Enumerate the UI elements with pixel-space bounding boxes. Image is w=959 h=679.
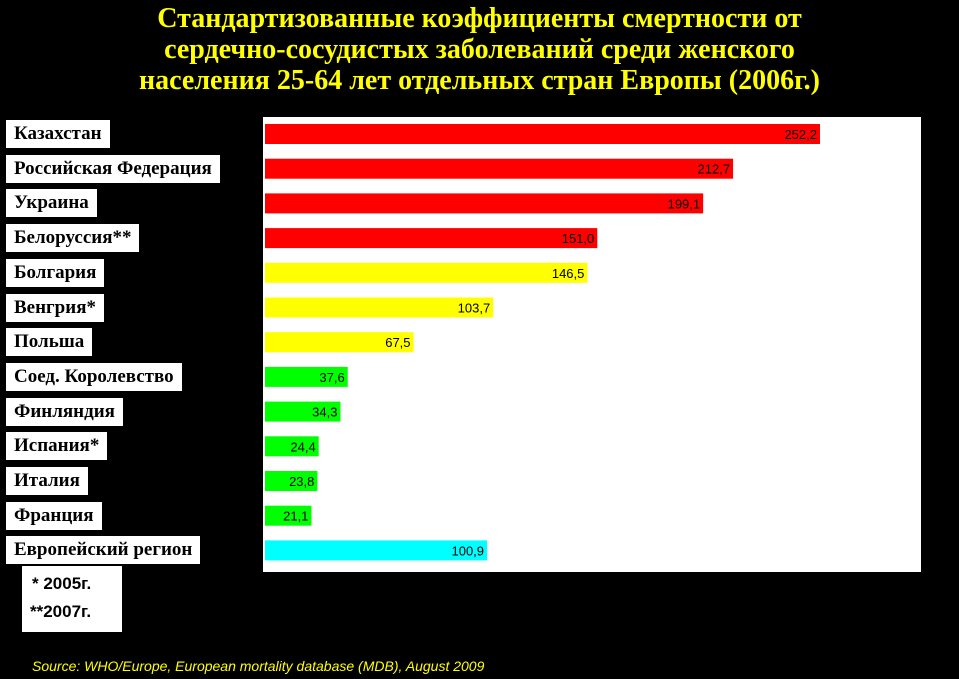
footnotes-box: * 2005г. **2007г. xyxy=(22,566,122,632)
source-note: Source: WHO/Europe, European mortality d… xyxy=(32,658,485,674)
bar-11 xyxy=(265,505,312,526)
category-label-0: Казахстан xyxy=(6,120,110,148)
bar-8 xyxy=(265,401,341,422)
bar-12 xyxy=(265,540,488,561)
category-label-6: Польша xyxy=(6,328,93,357)
category-label-3: Белоруссия** xyxy=(6,224,140,253)
data-label-3: 151,0 xyxy=(562,231,595,246)
title-line-3: населения 25-64 лет отдельных стран Евро… xyxy=(138,65,820,96)
bar-1 xyxy=(265,158,734,179)
category-label-1: Российская Федерация xyxy=(6,154,220,183)
bar-chart: 252,2 212,7 199,1 151,0 146,5 103,7 67,5 37,6 34… xyxy=(265,124,820,561)
category-label-10: Италия xyxy=(6,467,88,495)
category-label-5: Венгрия* xyxy=(6,293,104,322)
category-label-9: Испания* xyxy=(6,432,108,461)
bar-4 xyxy=(265,262,588,283)
plot-area: 252,2 212,7 199,1 151,0 146,5 103,7 67,5 37,6 34… xyxy=(263,117,921,572)
bar-2 xyxy=(265,193,704,214)
data-label-7: 37,6 xyxy=(319,370,344,385)
footnote-2007: **2007г. xyxy=(30,602,92,621)
category-label-12: Европейский регион xyxy=(6,536,201,565)
data-label-11: 21,1 xyxy=(283,509,308,524)
category-label-7: Соед. Королевство xyxy=(6,362,182,391)
bar-5 xyxy=(265,297,494,318)
data-label-10: 23,8 xyxy=(289,474,314,489)
category-label-2: Украина xyxy=(6,189,97,218)
category-label-11: Франция xyxy=(6,501,102,530)
bar-10 xyxy=(265,471,318,491)
data-label-4: 146,5 xyxy=(552,266,585,281)
category-label-4: Болгария xyxy=(6,258,105,287)
bar-9 xyxy=(265,436,319,457)
data-label-8: 34,3 xyxy=(312,405,337,420)
data-label-9: 24,4 xyxy=(290,439,315,454)
data-label-6: 67,5 xyxy=(385,335,410,350)
footnote-2005: * 2005г. xyxy=(32,574,92,593)
data-label-5: 103,7 xyxy=(458,301,491,316)
bar-7 xyxy=(265,366,348,387)
data-label-2: 199,1 xyxy=(668,196,701,211)
data-label-12: 100,9 xyxy=(451,543,484,558)
title-line-2: сердечно-сосудистых заболеваний среди же… xyxy=(164,34,795,65)
bar-3 xyxy=(265,228,598,249)
chart-title: Стандартизованные коэффициенты смертност… xyxy=(0,3,959,96)
bar-0 xyxy=(265,124,820,144)
title-line-1: Стандартизованные коэффициенты смертност… xyxy=(157,3,802,34)
data-label-0: 252,2 xyxy=(784,127,817,142)
bar-6 xyxy=(265,332,414,353)
data-label-1: 212,7 xyxy=(698,162,731,177)
category-label-8: Финляндия xyxy=(6,397,123,426)
